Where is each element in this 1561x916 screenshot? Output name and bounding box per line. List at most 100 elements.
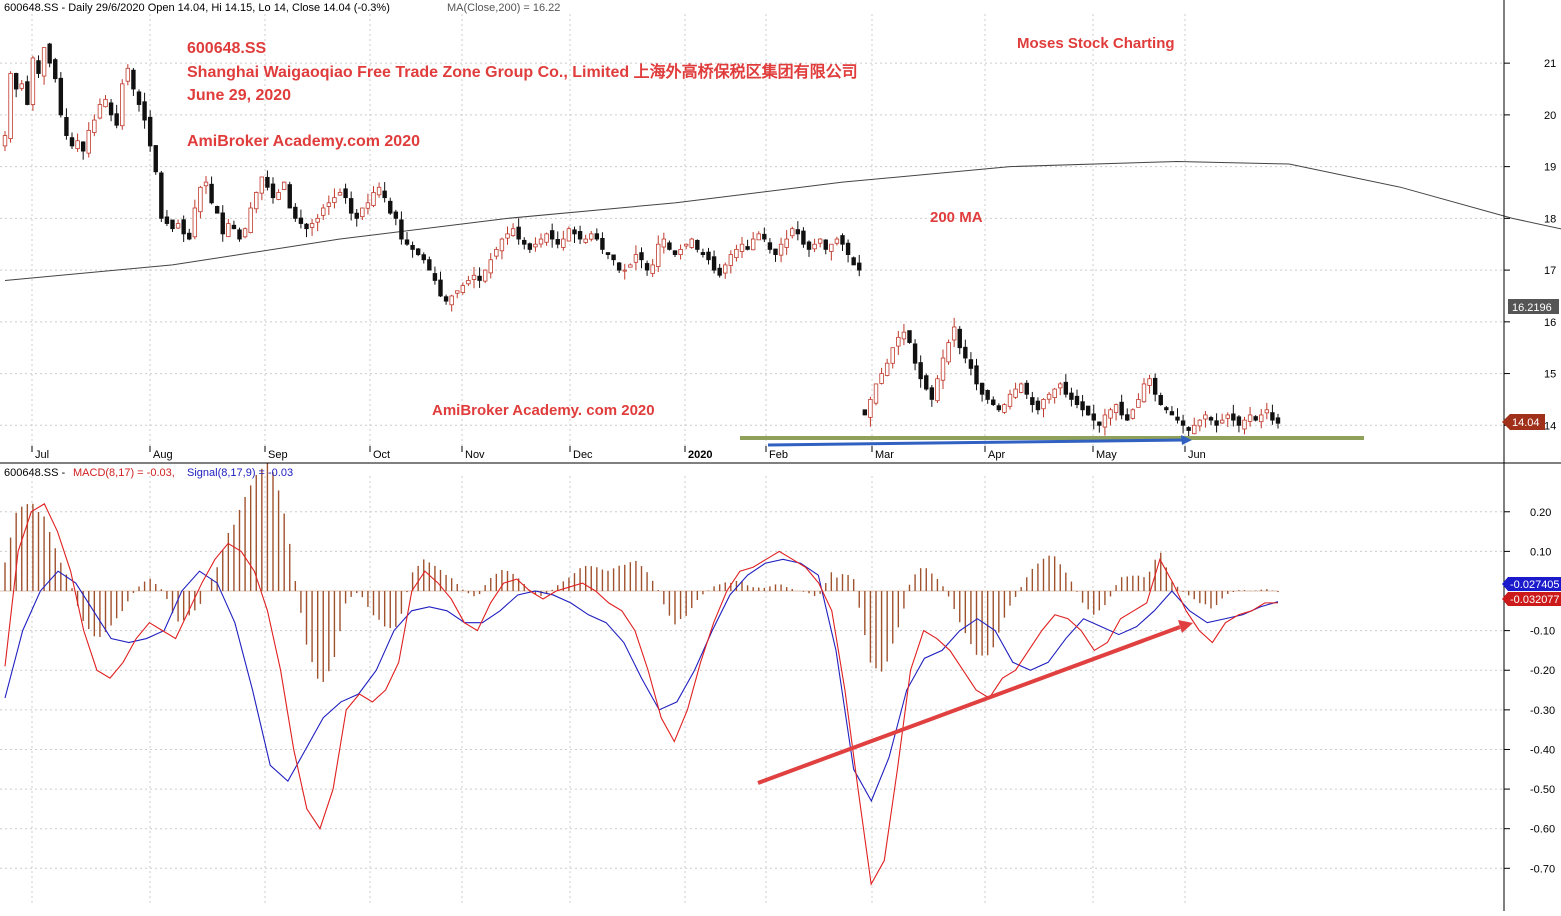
annotation-company: Shanghai Waigaoqiao Free Trade Zone Grou… bbox=[187, 62, 858, 81]
candle-body bbox=[678, 249, 683, 256]
candle-body bbox=[1264, 409, 1270, 414]
candle-body bbox=[265, 176, 270, 188]
support-blue-arrow bbox=[767, 438, 1186, 447]
candle-body bbox=[644, 263, 650, 271]
candle-body bbox=[449, 295, 454, 306]
ma-value-badge bbox=[1508, 299, 1559, 314]
candle-body bbox=[1130, 409, 1136, 419]
candle-body bbox=[393, 211, 399, 219]
signal-line bbox=[4, 558, 1279, 803]
candle-body bbox=[1152, 377, 1158, 395]
candle-body bbox=[940, 357, 946, 381]
candle-body bbox=[321, 207, 326, 216]
candle-body bbox=[309, 223, 315, 228]
candle-body bbox=[248, 207, 253, 233]
candle-body bbox=[427, 259, 432, 271]
candle-body bbox=[1046, 393, 1052, 400]
macd-trend-arrowhead bbox=[1178, 620, 1193, 633]
candle-body bbox=[192, 207, 198, 238]
candle-body bbox=[382, 190, 387, 199]
candle-body bbox=[494, 249, 499, 257]
candle-body bbox=[131, 69, 136, 90]
macd-value-badge bbox=[1502, 592, 1561, 606]
candle-body bbox=[147, 116, 153, 147]
candle-body bbox=[86, 130, 91, 154]
macd-tick-label: -0.10 bbox=[1530, 626, 1555, 638]
price-tick-label: 14 bbox=[1544, 420, 1556, 432]
candle-body bbox=[443, 296, 449, 302]
candle-body bbox=[360, 207, 365, 218]
candle-body bbox=[711, 256, 717, 271]
macd-tick-label: -0.70 bbox=[1530, 863, 1555, 875]
candle-body bbox=[834, 238, 840, 244]
candle-body bbox=[717, 267, 722, 276]
candle-body bbox=[901, 331, 907, 340]
candle-body bbox=[700, 252, 706, 255]
candle-body bbox=[1063, 381, 1069, 395]
candle-body bbox=[203, 181, 209, 187]
candle-body bbox=[963, 346, 968, 359]
annotation-academy-top: AmiBroker Academy.com 2020 bbox=[187, 133, 420, 150]
candle-body bbox=[884, 362, 890, 376]
candle-body bbox=[1024, 382, 1029, 395]
candle-body bbox=[1074, 395, 1080, 406]
candle-body bbox=[706, 251, 711, 261]
month-label: Mar bbox=[875, 449, 894, 461]
candle-body bbox=[723, 264, 728, 274]
candle-body bbox=[1085, 405, 1091, 416]
candle-body bbox=[298, 217, 304, 224]
candle-body bbox=[672, 250, 678, 255]
candle-body bbox=[533, 243, 538, 248]
candle-body bbox=[1231, 413, 1236, 421]
candle-body bbox=[806, 241, 812, 250]
candle-body bbox=[175, 223, 181, 229]
month-label: Apr bbox=[988, 449, 1005, 461]
candle-body bbox=[1192, 424, 1197, 435]
price-tick-label: 19 bbox=[1544, 162, 1556, 174]
macd-tick-label: -0.50 bbox=[1530, 784, 1555, 796]
candle-body bbox=[522, 239, 527, 245]
candle-body bbox=[784, 238, 789, 248]
candle-body bbox=[628, 264, 633, 268]
candle-body bbox=[1119, 401, 1124, 416]
candle-body bbox=[64, 117, 69, 136]
candle-body bbox=[36, 60, 41, 74]
macd-tick-label: -0.30 bbox=[1530, 705, 1555, 717]
candle-body bbox=[460, 285, 466, 293]
candle-body bbox=[1164, 407, 1169, 411]
candle-body bbox=[287, 184, 292, 209]
candle-body bbox=[823, 239, 828, 250]
candle-body bbox=[817, 238, 823, 244]
candle-body bbox=[326, 202, 332, 207]
candle-body bbox=[1108, 409, 1113, 419]
candle-body bbox=[388, 200, 393, 214]
annotation-moses: Moses Stock Charting bbox=[1017, 35, 1175, 52]
candle-body bbox=[164, 216, 170, 224]
candle-body bbox=[1102, 414, 1108, 428]
candle-body bbox=[237, 229, 242, 240]
candle-body bbox=[1253, 416, 1258, 421]
month-label: Feb bbox=[769, 449, 788, 461]
macd-trend-arrow bbox=[757, 625, 1181, 785]
candle-body bbox=[605, 252, 611, 255]
candle-body bbox=[667, 242, 672, 250]
candle-body bbox=[8, 73, 13, 139]
candle-body bbox=[209, 183, 214, 204]
candle-body bbox=[136, 91, 142, 105]
candle-body bbox=[549, 230, 555, 240]
candle-body bbox=[968, 359, 974, 369]
candle-body bbox=[293, 206, 298, 219]
candle-body bbox=[996, 405, 1002, 411]
candle-body bbox=[762, 233, 767, 240]
candle-body bbox=[159, 172, 164, 219]
candle-body bbox=[1175, 416, 1180, 421]
candle-body bbox=[622, 269, 627, 272]
candle-body bbox=[600, 237, 605, 250]
macd-value-text: -0.032077 bbox=[1510, 594, 1560, 606]
ma-200-line bbox=[4, 160, 1561, 281]
candle-body bbox=[979, 382, 985, 395]
macd-tick-label: 0.10 bbox=[1530, 546, 1551, 558]
candle-body bbox=[845, 242, 851, 255]
price-tick-label: 17 bbox=[1544, 265, 1556, 277]
